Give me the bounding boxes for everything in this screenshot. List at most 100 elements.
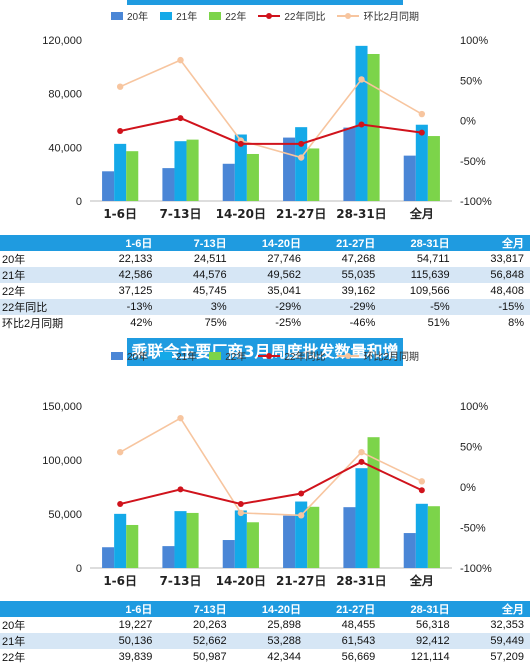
legend-item: 环比2月同期 [337,8,419,23]
chart-panel-2: 乘联会主要厂商3月周度批发数量和增速 20年 21年 22年 22年同比 环比2月同期 … [0,336,530,671]
legend: 20年 21年 22年 22年同比 环比2月同期 [0,348,530,363]
table-cell: 32,353 [490,619,524,631]
point-环比2月同期 [418,110,426,118]
table-cell: 25,898 [267,619,301,631]
line-22年同比 [119,117,422,145]
table-cell: 39,162 [341,285,376,297]
bar-22年 [246,153,259,201]
table-cell: -15% [455,299,530,315]
column-header: 21-27日 [306,235,382,251]
bar-22年 [427,506,440,568]
table-row: 21年 50,136 52,662 53,288 61,543 92,412 59,449 [0,633,530,649]
column-header: 28-31日 [381,601,456,617]
table-row: 22年 37,125 45,745 35,041 39,162 109,566 48,408 [0,283,530,299]
bar-20年 [222,163,235,201]
bar-20年 [343,127,356,201]
legend-label: 环比2月同期 [363,352,420,363]
table-row: 21年 42,586 44,576 49,562 55,035 115,639 56,848 [0,267,530,283]
point-22年同比 [177,115,184,122]
table-cell: 109,566 [409,285,450,297]
row-label: 21年 [0,267,84,283]
bar-20年 [283,137,296,201]
point-22年同比 [237,140,244,147]
bar-21年 [234,510,247,568]
y-tick-label: 100,000 [42,455,82,467]
bar-20年 [403,533,416,568]
table-row: 22年同比 -13% 3% -29% -29% -5% -15% [0,299,530,315]
column-header: 全月 [455,601,530,617]
legend: 20年 21年 22年 22年同比 环比2月同期 [0,8,530,23]
column-header: 21-27日 [306,601,382,617]
legend-item: 22年 [209,348,246,363]
table-row: 20年 19,227 20,263 25,898 48,455 56,318 32,353 [0,617,530,633]
legend-item: 22年同比 [258,8,325,23]
table-cell: 75% [204,317,227,329]
row-label: 20年 [2,620,26,632]
table-cell: -25% [275,317,301,329]
table-cell: -5% [381,299,456,315]
legend-item: 20年 [110,348,148,363]
legend-item: 21年 [160,348,197,363]
table-cell: 56,848 [455,267,530,283]
bar-21年 [234,134,247,201]
y2-tick-label: -50% [460,156,486,168]
column-header: 1-6日 [84,235,159,251]
bar-21年 [114,513,127,568]
table-cell: 3% [158,299,233,315]
row-label: 20年 [2,254,26,266]
y-tick-label: 0 [76,196,82,208]
legend-swatch [160,11,173,20]
point-22年同比 [117,127,124,134]
line-环比2月同期 [119,59,423,159]
point-环比2月同期 [116,83,124,90]
legend-label: 21年 [176,352,198,363]
x-tick-label: 全月 [409,573,434,588]
point-22年同比 [358,458,365,465]
bar-21年 [295,127,308,201]
bar-20年 [162,546,175,568]
x-tick-label: 7-13日 [159,207,201,221]
table-cell: 59,449 [455,633,530,649]
line-22年同比 [119,460,423,506]
combo-chart: 0 40,000 80,000 120,000 100% 50% 0% -50% -100% 1-… [42,35,492,221]
legend-item: 21年 [160,8,197,23]
table-row: 22年 39,839 50,987 42,344 56,669 121,114 57,209 [0,649,530,665]
combo-chart: 0 50,000 100,000 150,000 100% 50% 0% -50% -100% 1… [42,401,492,588]
legend-item: 22年同比 [258,348,325,363]
point-22年同比 [117,501,124,508]
point-环比2月同期 [358,76,365,83]
table-cell: 39,839 [118,651,153,663]
chart-panel-1: 20年 21年 22年 22年同比 环比2月同期 0 40,000 80,000 120,00… [0,0,530,335]
table-cell: 57,209 [490,651,524,663]
row-label: 22年 [2,652,26,664]
y-tick-label: 150,000 [42,401,82,413]
table-cell: 49,562 [232,267,307,283]
row-label: 环比2月同期 [2,318,64,330]
table-cell: 42,344 [267,651,301,663]
table-header-row: 1-6日 7-13日 14-20日 21-27日 28-31日 全月 [0,235,530,251]
legend-label: 环比2月同期 [363,12,420,23]
legend-swatch [110,351,123,360]
x-tick-label: 全月 [409,206,434,221]
table-cell: 92,412 [381,633,456,649]
table-cell: 27,746 [267,253,301,265]
x-tick-label: 1-6日 [103,207,137,221]
bar-22年 [126,151,139,201]
y-tick-label: 80,000 [48,89,82,101]
bar-20年 [222,540,235,568]
point-环比2月同期 [237,509,245,517]
legend-swatch [209,11,222,20]
point-22年同比 [358,121,365,128]
y2-tick-label: -100% [460,196,492,208]
point-22年同比 [177,486,184,493]
legend-label: 22年 [225,352,247,363]
table-cell: 47,268 [341,253,376,265]
bar-22年 [367,53,380,202]
point-环比2月同期 [358,448,365,456]
x-tick-label: 28-31日 [336,207,386,221]
table-cell: 44,576 [158,267,233,283]
bar-21年 [174,511,187,568]
bar-20年 [403,155,416,201]
point-22年同比 [418,129,425,136]
point-22年同比 [237,501,244,508]
